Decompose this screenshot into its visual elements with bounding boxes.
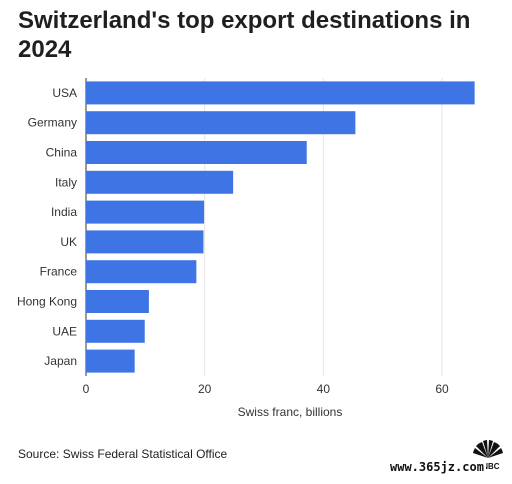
x-tick-label: 60 <box>435 382 449 396</box>
bar <box>86 111 356 135</box>
category-label: UAE <box>52 324 77 338</box>
bar-chart: USA Germany China Italy India UK France Hong Ko… <box>17 78 475 419</box>
bar <box>86 200 205 224</box>
x-axis-label: Swiss franc, billions <box>238 405 343 419</box>
bar <box>86 81 475 105</box>
bar <box>86 260 197 284</box>
bar <box>86 319 145 343</box>
category-label: China <box>46 146 78 160</box>
source-note: Source: Swiss Federal Statistical Office <box>18 447 228 461</box>
bar <box>86 349 135 373</box>
svg-text:CNBC: CNBC <box>476 462 499 471</box>
category-label: Germany <box>28 116 77 130</box>
x-tick-label: 0 <box>83 382 90 396</box>
category-label: India <box>51 205 77 219</box>
bar <box>86 141 307 164</box>
category-label: Hong Kong <box>17 295 77 309</box>
cnbc-logo-icon: CNBC <box>473 440 503 471</box>
watermark: www.365jz.com <box>388 460 486 474</box>
category-label: UK <box>60 235 77 249</box>
x-tick-label: 20 <box>198 382 212 396</box>
category-labels: USA Germany China Italy India UK France Hong Ko… <box>17 86 77 368</box>
tick-labels: 0 20 40 60 <box>83 382 449 396</box>
bar <box>86 290 149 313</box>
x-tick-label: 40 <box>317 382 331 396</box>
chart-title: Switzerland's top export destinations in… <box>18 7 471 63</box>
category-label: France <box>40 265 78 279</box>
bar <box>86 170 234 194</box>
category-label: Italy <box>55 175 77 189</box>
category-label: USA <box>52 86 77 100</box>
category-label: Japan <box>44 354 77 368</box>
bar <box>86 230 204 254</box>
bars <box>86 81 475 373</box>
